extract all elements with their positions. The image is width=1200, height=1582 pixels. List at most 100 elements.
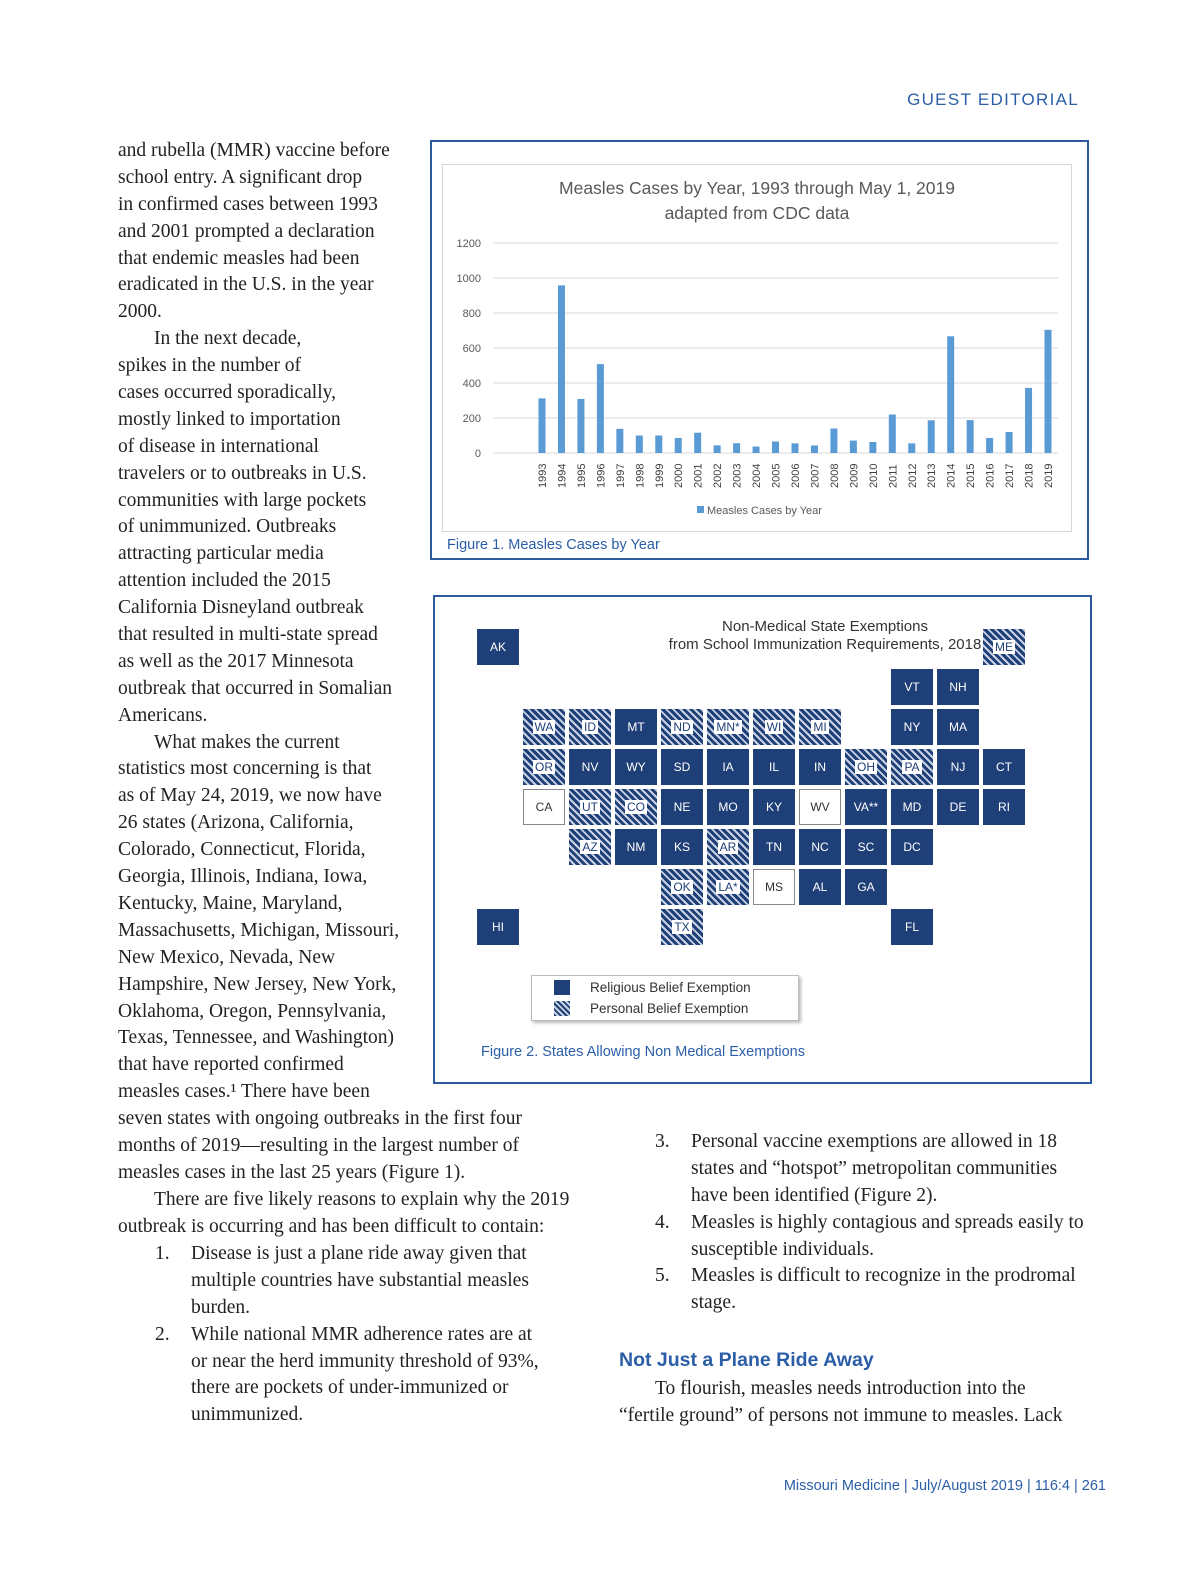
state-nm: NM: [615, 829, 657, 865]
bar-1995: [577, 398, 585, 453]
bar-1998: [635, 435, 643, 453]
state-nh: NH: [937, 669, 979, 705]
body-text-left-narrow: and rubella (MMR) vaccine before school e…: [118, 138, 399, 1106]
bar-2012: [908, 443, 916, 453]
state-mi: MI: [799, 709, 841, 745]
text-line: Georgia, Illinois, Indiana, Iowa,: [118, 866, 368, 888]
state-label: NV: [581, 760, 599, 774]
state-label: AL: [812, 880, 828, 894]
body-text-left-wide: seven states with ongoing outbreaks in t…: [118, 1106, 569, 1240]
map-title-line2: from School Immunization Requirements, 2…: [668, 636, 982, 653]
bar-2003: [733, 443, 741, 453]
text-line: outbreak is occurring and has been diffi…: [118, 1215, 545, 1237]
state-label: MT: [627, 720, 645, 734]
figure-2-box: Non-Medical State Exemptions from School…: [433, 595, 1092, 1084]
state-label: MD: [902, 800, 922, 814]
state-wa: WA: [523, 709, 565, 745]
list-text: susceptible individuals.: [691, 1238, 875, 1260]
list-item-line: there are pockets of under-immunized or: [155, 1375, 575, 1402]
state-label: OR: [533, 760, 555, 774]
bar-2009: [849, 440, 857, 453]
list-text: Measles is highly contagious and spreads…: [691, 1211, 1084, 1233]
list-item-line: 5. Measles is difficult to recognize in t…: [655, 1262, 1095, 1289]
state-label: UT: [580, 800, 600, 814]
text-line: spikes in the number of: [118, 355, 302, 377]
state-label: AK: [489, 640, 506, 654]
legend-swatch-solid: [554, 980, 570, 995]
state-label: CO: [625, 800, 647, 814]
bar-1994: [557, 285, 565, 453]
text-line: school entry. A significant drop: [118, 166, 363, 188]
legend-swatch: [697, 506, 704, 513]
x-tick-label: 2009: [848, 464, 860, 488]
bar-2000: [674, 437, 682, 453]
x-tick-label: 1999: [654, 464, 666, 488]
state-ms: MS: [753, 869, 795, 905]
x-tick-label: 2012: [907, 464, 919, 488]
state-az: AZ: [569, 829, 611, 865]
state-label: LA*: [716, 880, 740, 894]
section-heading: Not Just a Plane Ride Away: [619, 1349, 874, 1371]
state-la: LA*: [707, 869, 749, 905]
state-label: OH: [855, 760, 877, 774]
state-ia: IA: [707, 749, 749, 785]
state-label: MN*: [714, 720, 742, 734]
state-ri: RI: [983, 789, 1025, 825]
x-tick-label: 2017: [1004, 464, 1016, 488]
chart-subtitle: adapted from CDC data: [664, 203, 850, 223]
figure-2-caption: Figure 2. States Allowing Non Medical Ex…: [481, 1044, 805, 1060]
bar-2019: [1044, 329, 1052, 453]
text-line: There are five likely reasons to explain…: [154, 1188, 570, 1210]
state-label: SC: [857, 840, 875, 854]
state-tn: TN: [753, 829, 795, 865]
text-line: of disease in international: [118, 435, 319, 457]
list-text: While national MMR adherence rates are a…: [191, 1323, 533, 1345]
state-label: WY: [626, 760, 646, 774]
text-line: statistics most concerning is that: [118, 758, 372, 780]
x-tick-label: 2016: [985, 464, 997, 488]
text-line: Colorado, Connecticut, Florida,: [118, 839, 366, 861]
list-number: 1.: [155, 1243, 170, 1264]
state-label: NJ: [950, 760, 966, 774]
map-title-line1: Non-Medical State Exemptions: [722, 618, 928, 635]
bar-2002: [713, 445, 721, 453]
text-line: that have reported confirmed: [118, 1054, 344, 1076]
state-ok: OK: [661, 869, 703, 905]
x-tick-label: 1997: [615, 464, 627, 488]
state-label: IA: [722, 760, 734, 774]
list-item-line: 3. Personal vaccine exemptions are allowe…: [655, 1128, 1095, 1155]
text-line: mostly linked to importation: [118, 408, 341, 430]
state-de: DE: [937, 789, 979, 825]
text-line: To flourish, measles needs introduction …: [655, 1378, 1026, 1399]
text-line: “fertile ground” of persons not immune t…: [619, 1404, 1063, 1426]
list-item-line: 4. Measles is highly contagious and sprea…: [655, 1209, 1095, 1236]
chart-frame: Measles Cases by Year, 1993 through May …: [442, 164, 1072, 532]
state-ky: KY: [753, 789, 795, 825]
y-tick-label: 200: [463, 413, 481, 425]
state-label: NC: [811, 840, 829, 854]
state-ca: CA: [523, 789, 565, 825]
bar-2017: [1005, 432, 1013, 453]
state-oh: OH: [845, 749, 887, 785]
bar-2006: [791, 443, 799, 453]
state-ny: NY: [891, 709, 933, 745]
list-text: Measles is difficult to recognize in the…: [691, 1265, 1076, 1287]
us-exemption-map: AK ME VT NH WA ID MT ND MN* WI MI NY MA OR NV WY SD IA IL I…: [477, 629, 1037, 969]
x-tick-label: 1998: [634, 464, 646, 488]
list-text: or near the herd immunity threshold of 9…: [191, 1350, 539, 1372]
state-wi: WI: [753, 709, 795, 745]
x-tick-label: 2007: [809, 464, 821, 488]
text-line: seven states with ongoing outbreaks in t…: [118, 1108, 523, 1129]
state-label: AR: [717, 840, 739, 854]
state-label: NM: [626, 840, 646, 854]
text-line: cases occurred sporadically,: [118, 382, 337, 404]
list-item-line: unimmunized.: [155, 1402, 575, 1429]
state-label: MO: [718, 800, 738, 814]
text-line: 26 states (Arizona, California,: [118, 812, 354, 834]
section-header: GUEST EDITORIAL: [907, 90, 1079, 109]
y-tick-label: 400: [463, 378, 481, 390]
list-text: Personal vaccine exemptions are allowed …: [691, 1131, 1058, 1152]
legend-label: Personal Belief Exemption: [590, 1001, 749, 1016]
state-label: VA**: [853, 800, 879, 814]
state-hi: HI: [477, 909, 519, 945]
